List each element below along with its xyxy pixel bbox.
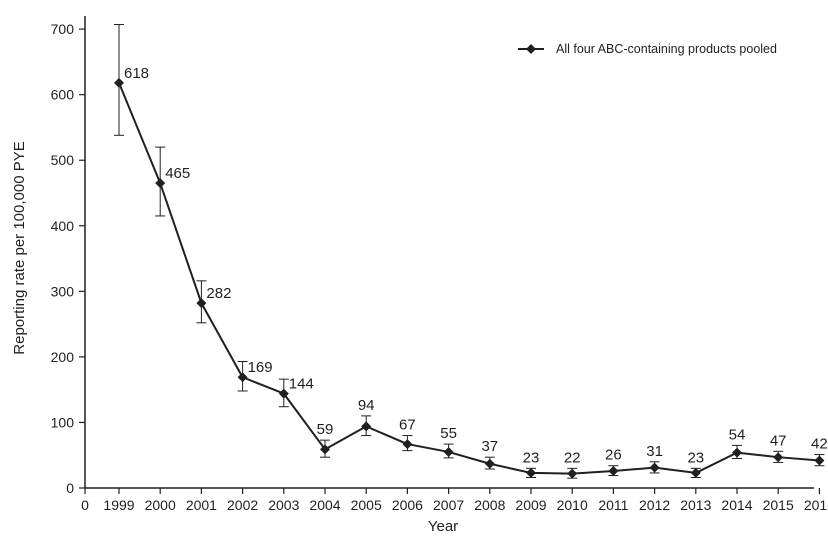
data-label: 465 [165, 165, 190, 182]
y-tick-label: 600 [51, 87, 75, 103]
x-tick-label: 1999 [103, 497, 134, 513]
data-point [320, 444, 330, 455]
data-label: 37 [481, 438, 498, 455]
data-point [814, 455, 825, 466]
data-label: 23 [687, 449, 704, 466]
data-point [649, 462, 660, 473]
data-point [278, 388, 289, 399]
x-tick-label: 2006 [392, 497, 423, 513]
y-tick-label: 0 [66, 480, 74, 496]
data-label: 169 [248, 359, 273, 376]
data-point [526, 467, 536, 478]
data-label: 31 [646, 443, 663, 460]
x-tick-label: 2012 [639, 497, 670, 513]
data-point [114, 77, 124, 88]
data-point [608, 465, 619, 476]
data-label: 282 [206, 285, 231, 302]
x-tick-label: 2008 [474, 497, 505, 513]
data-label: 47 [770, 432, 787, 449]
x-tick-label: 2000 [145, 497, 176, 513]
legend-marker [526, 44, 536, 54]
data-point [402, 439, 413, 450]
data-label: 54 [729, 426, 746, 443]
data-label: 23 [523, 449, 540, 466]
data-point [690, 467, 701, 478]
data-label: 618 [124, 65, 149, 82]
data-label: 55 [440, 425, 457, 442]
data-label: 94 [358, 397, 375, 414]
data-label: 26 [605, 447, 622, 464]
data-point [732, 447, 742, 458]
y-tick-label: 500 [51, 152, 75, 168]
data-point [567, 468, 578, 479]
y-tick-label: 300 [51, 283, 75, 299]
x-axis-label: Year [428, 518, 458, 535]
data-point [443, 446, 454, 457]
x-tick-label: 2005 [351, 497, 382, 513]
data-point [773, 452, 784, 463]
y-tick-label: 400 [51, 218, 75, 234]
series-line [118, 82, 820, 475]
x-tick-label: 2002 [227, 497, 258, 513]
legend: All four ABC-containing products pooled [518, 42, 777, 56]
x-tick-label: 2009 [515, 497, 546, 513]
data-label: 22 [564, 449, 581, 466]
legend-label: All four ABC-containing products pooled [556, 42, 777, 56]
data-label: 59 [317, 421, 334, 438]
data-label: 42 [811, 436, 828, 453]
y-tick-label: 700 [51, 21, 75, 37]
data-point [196, 298, 207, 309]
data-point [155, 178, 166, 189]
data-label: 144 [289, 376, 314, 393]
x-tick-label: 2011 [598, 497, 628, 513]
y-tick-label: 200 [51, 349, 75, 365]
y-axis-label: Reporting rate per 100,000 PYE [11, 141, 28, 354]
data-point [361, 421, 372, 432]
x-tick-label: 2010 [557, 497, 588, 513]
plot-area: 0 100 200 300 400 500 600 700 0 1999 2000 2001 2002 2… [51, 16, 828, 513]
x-tick-label: 0 [81, 497, 89, 513]
y-tick-label: 100 [51, 414, 75, 430]
data-point [237, 372, 248, 383]
x-tick-label: 2007 [433, 497, 464, 513]
x-tick-label: 2001 [186, 497, 217, 513]
data-label: 67 [399, 417, 416, 434]
x-tick-label: 2014 [721, 497, 752, 513]
x-tick-label: 2015 [763, 497, 794, 513]
data-point [484, 458, 495, 469]
x-tick-label: 2013 [680, 497, 711, 513]
x-tick-label: 2003 [268, 497, 299, 513]
x-tick-label: 2004 [309, 497, 340, 513]
